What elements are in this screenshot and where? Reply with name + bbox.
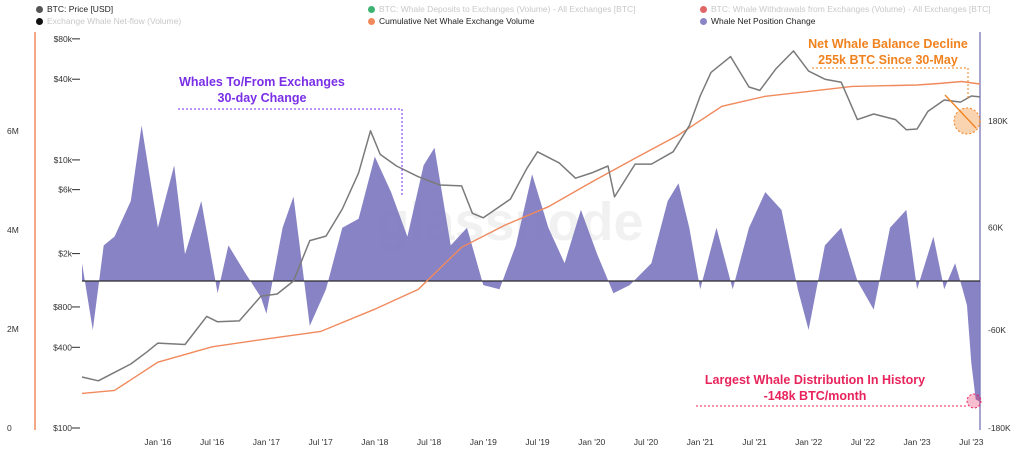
x-tick-label: Jan '17: [253, 437, 280, 447]
x-tick-label: Jan '20: [578, 437, 605, 447]
x-tick-label: Jan '18: [361, 437, 388, 447]
legend-label: Whale Net Position Change: [711, 16, 816, 26]
annotation-whales-guide: [178, 108, 403, 196]
legend-label: Cumulative Net Whale Exchange Volume: [379, 16, 535, 26]
price-tick-label: $2k: [58, 249, 72, 259]
x-tick-label: Jan '21: [687, 437, 714, 447]
legend-label: Exchange Whale Net-flow (Volume): [47, 16, 182, 26]
x-tick-label: Jul '19: [525, 437, 550, 447]
x-tick-label: Jan '23: [904, 437, 931, 447]
legend-item-net-position[interactable]: Whale Net Position Change: [700, 16, 815, 26]
x-tick-label: Jul '23: [959, 437, 984, 447]
price-tick-label: $6k: [58, 185, 72, 195]
x-tick-label: Jul '16: [200, 437, 225, 447]
cumulative-series: [81, 80, 981, 395]
x-tick-label: Jul '21: [742, 437, 767, 447]
net-position-tick-label: -60K: [988, 325, 1006, 335]
legend-dot-icon: [36, 17, 43, 25]
annotation-distribution-sub: -148k BTC/month: [764, 389, 867, 403]
legend-item-withdrawals[interactable]: BTC: Whale Withdrawals from Exchanges (V…: [700, 4, 991, 14]
x-tick-label: Jan '19: [470, 437, 497, 447]
legend-dot-icon: [700, 17, 707, 25]
x-tick-label: Jul '17: [308, 437, 333, 447]
price-tick-label: $40k: [54, 74, 73, 84]
price-tick-label: $800: [53, 302, 72, 312]
cumulative-tick-label: 0: [7, 423, 12, 433]
legend-dot-icon: [36, 5, 43, 13]
price-tick-label: $80k: [54, 34, 73, 44]
net-position-tick-label: -180K: [988, 423, 1011, 433]
x-tick-label: Jul '22: [851, 437, 876, 447]
legend-item-cumulative[interactable]: Cumulative Net Whale Exchange Volume: [368, 16, 534, 26]
legend-dot-icon: [368, 5, 375, 13]
annotation-distribution-marker: [966, 393, 982, 409]
annotation-balance-sub: 255k BTC Since 30-May: [818, 53, 958, 67]
annotation-balance-marker: [953, 107, 981, 135]
annotation-whales-title: Whales To/From Exchanges: [179, 75, 345, 89]
net-position-tick-label: 180K: [988, 116, 1008, 126]
legend-dot-icon: [368, 17, 375, 25]
legend-item-price[interactable]: BTC: Price [USD]: [36, 4, 113, 14]
price-series: [81, 50, 981, 382]
x-tick-label: Jan '22: [795, 437, 822, 447]
cumulative-tick-label: 2M: [7, 324, 19, 334]
legend-item-deposits[interactable]: BTC: Whale Deposits to Exchanges (Volume…: [368, 4, 636, 14]
x-tick-label: Jul '18: [417, 437, 442, 447]
legend-label: BTC: Whale Withdrawals from Exchanges (V…: [711, 4, 991, 14]
legend-label: BTC: Whale Deposits to Exchanges (Volume…: [379, 4, 636, 14]
cumulative-tick-label: 4M: [7, 225, 19, 235]
price-tick-label: $100: [53, 423, 72, 433]
legend-item-net-flow[interactable]: Exchange Whale Net-flow (Volume): [36, 16, 181, 26]
annotation-balance-arrow: [944, 94, 977, 129]
annotation-balance-guide: [812, 67, 969, 98]
annotation-balance-title: Net Whale Balance Decline: [808, 37, 968, 51]
net-position-tick-label: 60K: [988, 223, 1003, 233]
cumulative-tick-label: 6M: [7, 126, 19, 136]
annotation-whales-sub: 30-day Change: [218, 91, 307, 105]
x-tick-label: Jul '20: [634, 437, 659, 447]
annotation-distribution-title: Largest Whale Distribution In History: [705, 373, 925, 387]
price-tick-label: $10k: [54, 155, 73, 165]
net-position-series: [82, 125, 980, 402]
legend-label: BTC: Price [USD]: [47, 4, 114, 14]
legend: BTC: Price [USD] Exchange Whale Net-flow…: [0, 4, 1024, 28]
x-tick-label: Jan '16: [144, 437, 171, 447]
legend-dot-icon: [700, 5, 707, 13]
price-tick-label: $400: [53, 342, 72, 352]
